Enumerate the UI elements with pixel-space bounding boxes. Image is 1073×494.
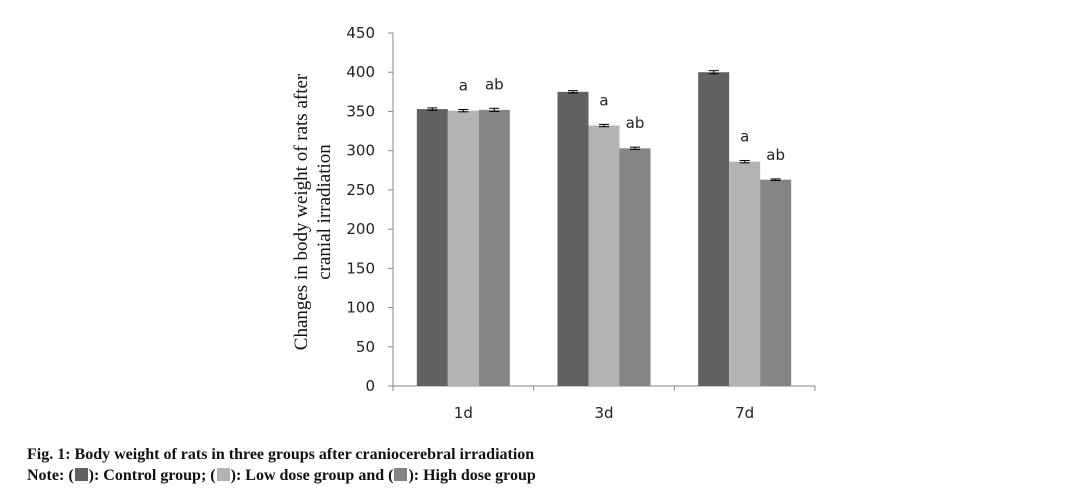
high-dose-swatch	[394, 468, 408, 481]
note-prefix: Note: (	[27, 467, 74, 484]
y-tick-label: 300	[346, 142, 375, 160]
y-tick-label: 0	[365, 377, 375, 395]
y-axis-label: Changes in body weight of rats after cra…	[291, 73, 335, 350]
y-tick-label: 350	[346, 102, 375, 120]
y-tick-label: 250	[346, 181, 375, 199]
significance-label: a	[459, 76, 468, 94]
significance-label: ab	[766, 146, 785, 164]
note-control: ): Control group; (	[88, 467, 216, 484]
bar	[478, 109, 510, 387]
x-tick-label: 3d	[594, 404, 613, 422]
control-swatch	[74, 468, 88, 481]
note-high: ): High dose group	[408, 467, 536, 484]
note-low: ): Low dose group and (	[230, 467, 394, 484]
bar	[588, 125, 620, 386]
significance-label: ab	[626, 114, 645, 132]
y-tick-label: 450	[346, 24, 375, 42]
x-axis: 1d 3d 7d	[392, 385, 816, 422]
y-axis: 0 50 100 150 200 250 300 350 400 450	[346, 24, 394, 395]
y-axis-label-line1: Changes in body weight of rats after	[291, 73, 312, 350]
y-tick-label: 400	[346, 63, 375, 81]
y-tick-label: 100	[346, 299, 375, 317]
significance-label: ab	[485, 75, 504, 93]
bar	[729, 161, 761, 386]
bar	[698, 72, 730, 386]
y-tick-label: 50	[356, 338, 375, 356]
bar	[447, 110, 479, 386]
x-tick-label: 1d	[454, 404, 473, 422]
figure-caption-title: Fig. 1: Body weight of rats in three gro…	[27, 446, 535, 463]
low-dose-swatch	[216, 468, 230, 481]
significance-label: a	[599, 91, 608, 109]
bar	[760, 179, 792, 386]
bar	[557, 91, 589, 386]
figure-caption-note: Note: ( ): Control group; ( ): Low dose gr…	[27, 467, 536, 485]
bar	[416, 109, 448, 386]
y-tick-label: 150	[346, 259, 375, 277]
x-tick-label: 7d	[735, 404, 754, 422]
y-axis-label-line2: cranial irradiation	[314, 144, 335, 280]
significance-label: a	[740, 127, 749, 145]
y-tick-label: 200	[346, 220, 375, 238]
bar	[619, 148, 651, 386]
